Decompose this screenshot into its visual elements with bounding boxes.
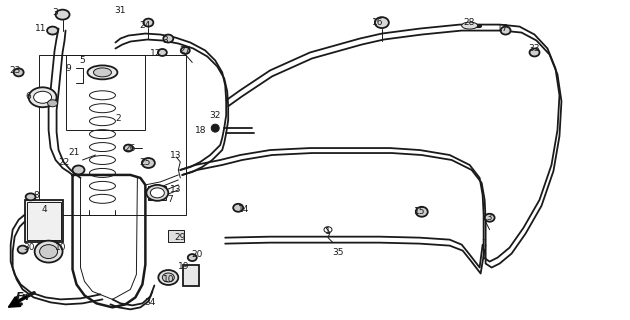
Bar: [26, 202, 60, 240]
Ellipse shape: [416, 207, 428, 217]
Text: 23: 23: [9, 66, 20, 75]
Text: 2: 2: [116, 114, 121, 123]
Text: 25: 25: [140, 158, 151, 167]
Bar: [38, 55, 186, 215]
Ellipse shape: [72, 165, 84, 174]
Ellipse shape: [462, 22, 478, 29]
Text: 8: 8: [34, 191, 40, 200]
Text: 5: 5: [79, 56, 86, 65]
Text: 10: 10: [163, 275, 174, 284]
Text: 10: 10: [55, 243, 66, 252]
Ellipse shape: [530, 49, 539, 56]
Text: 35: 35: [332, 248, 344, 257]
Ellipse shape: [26, 193, 36, 200]
Text: 17: 17: [497, 24, 508, 33]
Bar: [66, 55, 146, 130]
Text: 14: 14: [238, 205, 249, 214]
Circle shape: [211, 124, 219, 132]
Text: 3: 3: [163, 36, 168, 45]
Text: 28: 28: [463, 18, 474, 27]
Ellipse shape: [33, 91, 52, 103]
Ellipse shape: [142, 158, 155, 168]
Text: Fr.: Fr.: [15, 292, 30, 302]
Text: 20: 20: [192, 250, 203, 259]
Text: 26: 26: [125, 144, 136, 153]
Text: 32: 32: [210, 111, 221, 120]
Ellipse shape: [28, 87, 57, 107]
Ellipse shape: [146, 185, 168, 201]
Text: 34: 34: [145, 298, 156, 307]
Ellipse shape: [163, 273, 175, 282]
Text: 3: 3: [53, 8, 59, 17]
Ellipse shape: [47, 27, 58, 35]
Text: 7: 7: [168, 195, 173, 204]
Text: 21: 21: [69, 148, 80, 156]
Text: 29: 29: [175, 233, 186, 242]
Text: 4: 4: [42, 205, 47, 214]
Text: 27: 27: [180, 46, 191, 55]
Text: 33: 33: [529, 44, 541, 53]
Ellipse shape: [181, 47, 190, 54]
Ellipse shape: [124, 145, 133, 152]
Ellipse shape: [375, 17, 389, 28]
Ellipse shape: [48, 100, 57, 107]
Ellipse shape: [144, 19, 153, 27]
Ellipse shape: [14, 68, 24, 76]
Text: 11: 11: [35, 24, 47, 33]
Text: 1: 1: [325, 227, 331, 236]
Ellipse shape: [55, 10, 69, 20]
Text: 24: 24: [140, 21, 151, 30]
Bar: [168, 230, 185, 242]
Ellipse shape: [158, 270, 178, 285]
Ellipse shape: [93, 68, 112, 77]
Text: 6: 6: [26, 92, 32, 101]
Text: 22: 22: [58, 158, 69, 167]
Text: 30: 30: [23, 243, 35, 252]
Text: 13: 13: [169, 185, 181, 194]
Ellipse shape: [158, 49, 167, 56]
Ellipse shape: [40, 244, 57, 259]
Ellipse shape: [163, 35, 173, 43]
Text: 13: 13: [482, 213, 493, 222]
Ellipse shape: [88, 65, 117, 79]
Text: 19: 19: [178, 262, 189, 271]
Ellipse shape: [35, 241, 62, 262]
Text: 18: 18: [195, 126, 206, 135]
Text: 15: 15: [414, 207, 425, 216]
Ellipse shape: [484, 214, 495, 222]
Bar: [149, 186, 166, 200]
Text: 12: 12: [150, 49, 161, 58]
Bar: [25, 200, 62, 242]
Text: 9: 9: [66, 64, 71, 73]
Ellipse shape: [188, 254, 197, 261]
Bar: [183, 265, 199, 286]
Ellipse shape: [233, 204, 243, 212]
Ellipse shape: [151, 188, 164, 198]
Text: 31: 31: [115, 6, 126, 15]
Ellipse shape: [18, 246, 28, 253]
Ellipse shape: [501, 27, 510, 35]
Text: 13: 13: [169, 150, 181, 160]
Text: 16: 16: [372, 18, 384, 27]
